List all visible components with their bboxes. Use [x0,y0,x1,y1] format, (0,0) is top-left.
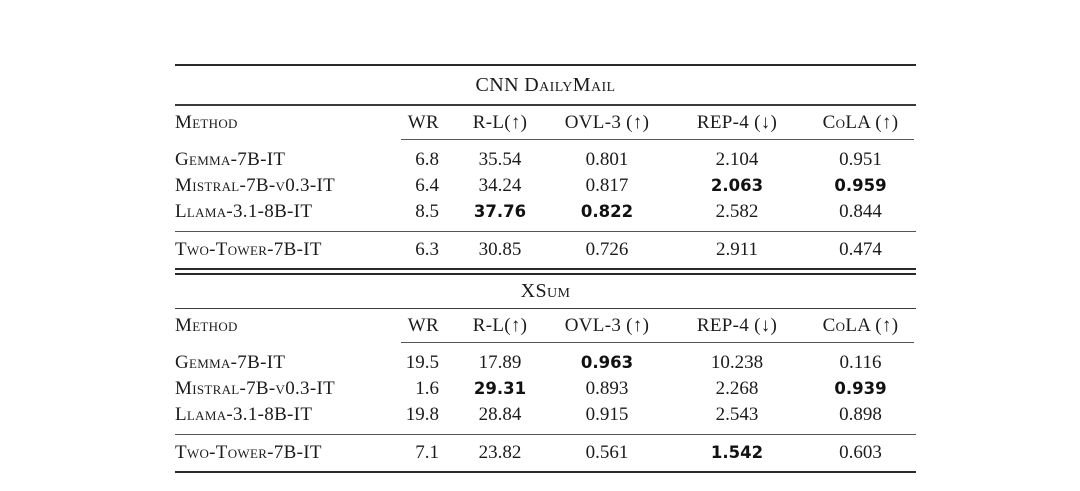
metric-value: 0.561 [585,442,629,463]
metric-value: 6.3 [415,238,439,260]
benchmark-results-table: CNN DailyMail Method WR R-L(↑) OVL-3 (↑)… [175,64,916,473]
column-header-rep4: REP-4 (↓) [696,315,778,336]
table-row: Two-Tower-7B-IT 6.3 30.85 0.726 2.911 0.… [175,232,916,268]
metric-value: 0.603 [839,442,882,463]
header-underline-rule [401,138,914,140]
metric-value: 0.898 [839,404,882,425]
metric-value: 29.31 [473,379,527,398]
table-row: Two-Tower-7B-IT 7.1 23.82 0.561 1.542 0.… [175,435,916,471]
footer-separator-rule [175,434,916,435]
metric-value: 2.543 [715,404,759,425]
column-header-ovl3: OVL-3 (↑) [564,111,650,133]
metric-value: 0.817 [585,174,629,196]
metric-value: 0.959 [834,175,887,195]
metric-value: 0.822 [580,201,634,221]
metric-value: 0.893 [585,378,629,399]
metric-value: 6.4 [415,174,439,196]
column-header-ovl3: OVL-3 (↑) [564,315,650,336]
column-header-method: Method [175,315,238,336]
method-name: Two-Tower-7B-IT [175,442,322,463]
column-header-cola: CoLA (↑) [822,111,899,133]
metric-value: 2.268 [715,378,759,399]
top-rule [175,64,916,66]
title-bottom-rule [175,104,916,106]
table-row: Gemma-7B-IT 19.5 17.89 0.963 10.238 0.11… [175,350,916,376]
metric-value: 0.801 [585,148,629,170]
double-rule-separator [175,267,916,275]
metric-value: 1.542 [710,443,764,462]
metric-value: 19.5 [405,352,439,373]
table-row: Llama-3.1-8B-IT 19.8 28.84 0.915 2.543 0… [175,402,916,428]
table-title-cnn-dailymail: CNN DailyMail [475,74,616,96]
metric-value: 2.582 [715,200,759,222]
metric-value: 35.54 [478,148,522,170]
column-header-wr: WR [407,315,439,336]
column-header-method: Method [175,111,238,133]
table-xsum: XSum Method WR R-L(↑) OVL-3 (↑) REP-4 (↓… [175,275,916,473]
table-row: Gemma-7B-IT 6.8 35.54 0.801 2.104 0.951 [175,147,916,173]
method-name: Gemma-7B-IT [175,148,286,170]
metric-value: 2.104 [715,148,759,170]
method-name: Two-Tower-7B-IT [175,238,322,260]
metric-value: 1.6 [415,378,439,399]
metric-value: 6.8 [415,148,439,170]
metric-value: 0.474 [839,238,882,260]
table-row: Mistral-7B-v0.3-IT 6.4 34.24 0.817 2.063… [175,173,916,199]
method-name: Llama-3.1-8B-IT [175,200,313,222]
metric-value: 30.85 [478,238,522,260]
metric-value: 0.939 [834,379,887,398]
metric-value: 19.8 [405,404,439,425]
metric-value: 34.24 [478,174,522,196]
metric-value: 0.915 [585,404,629,425]
method-name: Mistral-7B-v0.3-IT [175,174,336,196]
column-header-cola: CoLA (↑) [822,315,899,336]
column-header-rl: R-L(↑) [472,315,528,336]
metric-value: 37.76 [473,201,527,221]
metric-value: 10.238 [710,352,764,373]
header-underline-rule [401,342,914,343]
metric-value: 23.82 [478,442,522,463]
footer-separator-rule [175,230,916,232]
header-row: Method WR R-L(↑) OVL-3 (↑) REP-4 (↓) CoL… [175,309,916,342]
metric-value: 17.89 [478,352,522,373]
metric-value: 7.1 [415,442,439,463]
metric-value: 0.844 [839,200,882,222]
header-row: Method WR R-L(↑) OVL-3 (↑) REP-4 (↓) CoL… [175,106,916,139]
method-name: Gemma-7B-IT [175,352,286,373]
column-header-rl: R-L(↑) [472,111,528,133]
metric-value: 2.911 [715,238,759,260]
column-header-wr: WR [407,111,439,133]
metric-value: 28.84 [478,404,522,425]
column-header-rep4: REP-4 (↓) [696,111,778,133]
metric-value: 8.5 [415,200,439,222]
method-name: Llama-3.1-8B-IT [175,404,313,425]
bottom-rule [175,471,916,473]
metric-value: 0.726 [585,238,629,260]
title-bottom-rule [175,307,916,309]
table-row: Llama-3.1-8B-IT 8.5 37.76 0.822 2.582 0.… [175,199,916,225]
table-cnn-dailymail: CNN DailyMail Method WR R-L(↑) OVL-3 (↑)… [175,64,916,275]
table-title-xsum: XSum [520,279,571,302]
metric-value: 0.963 [580,353,634,372]
metric-value: 2.063 [710,175,764,195]
metric-value: 0.116 [839,352,882,373]
method-name: Mistral-7B-v0.3-IT [175,378,336,399]
table-row: Mistral-7B-v0.3-IT 1.6 29.31 0.893 2.268… [175,376,916,402]
metric-value: 0.951 [839,148,882,170]
